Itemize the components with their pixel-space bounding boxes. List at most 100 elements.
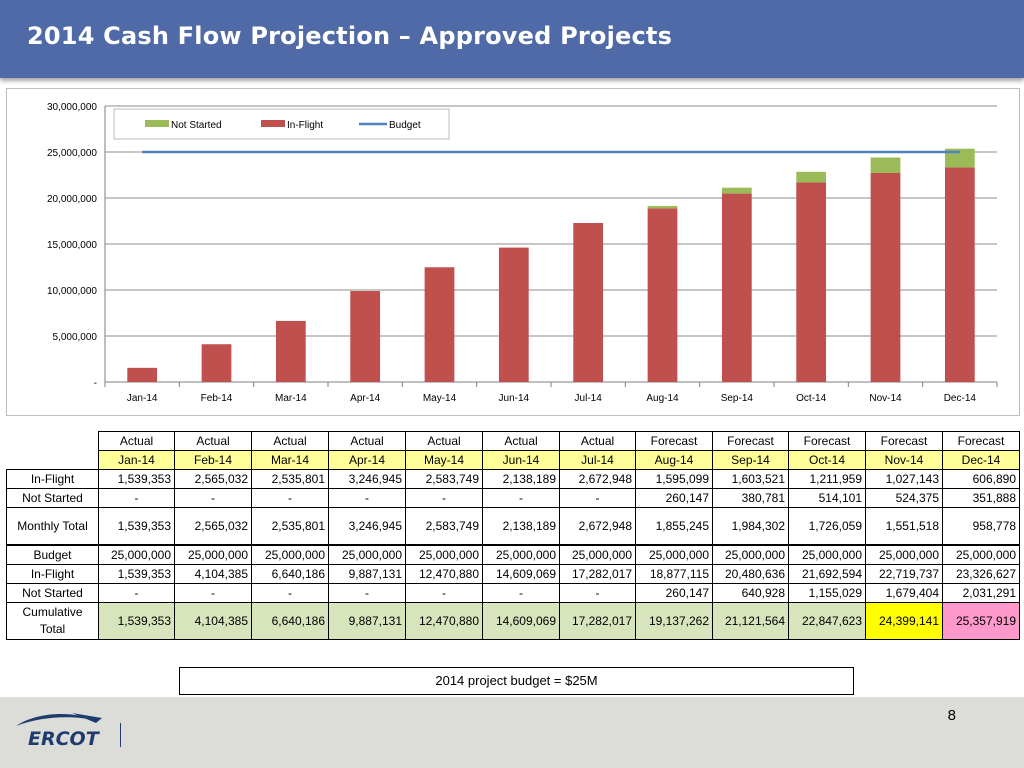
cash-flow-chart: - 5,000,000 10,000,000 15,000,000 20,000,000… xyxy=(6,88,1020,416)
bar-inflight xyxy=(127,367,158,382)
cumulative-total-row: Cumulative Total 1,539,353 4,104,385 6,640,… xyxy=(6,602,1020,640)
month-cell: Jan-14 xyxy=(98,450,175,470)
value-cell: 18,877,115 xyxy=(635,564,713,584)
value-cell: 260,147 xyxy=(635,488,713,508)
bar-inflight xyxy=(350,291,381,382)
value-cell: - xyxy=(482,583,560,603)
value-cell: 12,470,880 xyxy=(405,564,483,584)
value-cell: 4,104,385 xyxy=(174,564,252,584)
status-cell: Forecast xyxy=(712,431,789,451)
value-cell: 25,000,000 xyxy=(482,544,560,565)
row-label: Not Started xyxy=(6,583,99,603)
value-cell: 25,000,000 xyxy=(635,544,713,565)
value-cell: 1,155,029 xyxy=(788,583,866,603)
value-cell: - xyxy=(174,583,252,603)
bar-inflight xyxy=(573,223,604,382)
status-cell: Actual xyxy=(174,431,252,451)
value-cell: 2,565,032 xyxy=(174,469,252,489)
value-cell: 2,031,291 xyxy=(942,583,1020,603)
value-cell: - xyxy=(251,583,329,603)
value-cell: 1,855,245 xyxy=(635,507,713,546)
value-cell: 958,778 xyxy=(942,507,1020,546)
value-cell: 2,583,749 xyxy=(405,469,483,489)
value-cell: 2,672,948 xyxy=(559,507,636,546)
row-label: Cumulative Total xyxy=(6,602,99,640)
legend-swatch xyxy=(145,120,169,127)
row-label: In-Flight xyxy=(6,564,99,584)
bar-not-started xyxy=(721,187,752,194)
value-cell: - xyxy=(559,583,636,603)
ercot-logo: ERCOT xyxy=(16,713,102,749)
value-cell: 1,539,353 xyxy=(98,507,175,546)
value-cell: 22,719,737 xyxy=(865,564,943,584)
value-cell: 19,137,262 xyxy=(635,602,713,640)
value-cell: 2,138,189 xyxy=(482,507,560,546)
x-tick-label: Sep-14 xyxy=(721,393,754,404)
bar-not-started xyxy=(944,148,975,168)
budget-row: Budget 25,000,000 25,000,000 25,000,000 25,0… xyxy=(6,544,1020,565)
value-cell: 2,138,189 xyxy=(482,469,560,489)
bar-not-started xyxy=(647,205,678,209)
legend-label: In-Flight xyxy=(287,120,323,131)
x-tick-label: Nov-14 xyxy=(869,393,902,404)
row-label: Not Started xyxy=(6,488,99,508)
value-cell: 4,104,385 xyxy=(174,602,252,640)
month-cell: Aug-14 xyxy=(635,450,713,470)
bar-inflight xyxy=(498,247,529,382)
value-cell: - xyxy=(559,488,636,508)
table-blank-cell xyxy=(7,451,99,470)
value-cell: 2,535,801 xyxy=(251,469,329,489)
bar-not-started xyxy=(796,171,827,183)
month-cell: Oct-14 xyxy=(788,450,866,470)
value-cell: 25,000,000 xyxy=(865,544,943,565)
status-cell: Forecast xyxy=(942,431,1020,451)
status-cell: Forecast xyxy=(635,431,713,451)
x-tick-label: Jun-14 xyxy=(499,393,530,404)
value-cell: 260,147 xyxy=(635,583,713,603)
budget-note: 2014 project budget = $25M xyxy=(179,667,854,695)
y-tick-label: 25,000,000 xyxy=(47,148,97,159)
value-cell: 25,000,000 xyxy=(942,544,1020,565)
status-cell: Actual xyxy=(251,431,329,451)
value-cell: - xyxy=(251,488,329,508)
monthly-inflight-row: In-Flight 1,539,353 2,565,032 2,535,801 3,24… xyxy=(6,469,1020,489)
value-cell: - xyxy=(174,488,252,508)
month-row: Jan-14 Feb-14 Mar-14 Apr-14 May-14 Jun-14 Jul-… xyxy=(7,450,1020,470)
value-cell: 9,887,131 xyxy=(328,602,406,640)
value-cell: - xyxy=(482,488,560,508)
value-cell: 524,375 xyxy=(865,488,943,508)
value-cell: 25,000,000 xyxy=(251,544,329,565)
bar-not-started xyxy=(870,157,901,173)
value-cell: 1,539,353 xyxy=(98,469,175,489)
value-cell: 1,539,353 xyxy=(98,602,175,640)
month-cell: May-14 xyxy=(405,450,483,470)
row-label: Budget xyxy=(6,544,99,565)
slide-title: 2014 Cash Flow Projection – Approved Pro… xyxy=(27,22,673,50)
value-cell: 25,000,000 xyxy=(559,544,636,565)
month-cell: Sep-14 xyxy=(712,450,789,470)
bar-inflight xyxy=(944,167,975,382)
value-cell: 3,246,945 xyxy=(328,469,406,489)
y-tick-label: 20,000,000 xyxy=(47,194,97,205)
status-cell: Actual xyxy=(482,431,560,451)
value-cell: 1,211,959 xyxy=(788,469,866,489)
bar-inflight xyxy=(721,193,752,382)
value-cell: 1,984,302 xyxy=(712,507,789,546)
status-cell: Actual xyxy=(405,431,483,451)
value-cell: 2,565,032 xyxy=(174,507,252,546)
row-label: Monthly Total xyxy=(6,507,99,546)
cumulative-notstarted-row: Not Started - - - - - - -260,147 640,928 1,155,02… xyxy=(6,583,1020,603)
x-tick-label: Jan-14 xyxy=(127,393,158,404)
status-row: Actual Actual Actual Actual Actual Actual Actu… xyxy=(7,431,1020,451)
value-cell: 25,000,000 xyxy=(98,544,175,565)
value-cell: 514,101 xyxy=(788,488,866,508)
y-tick-label: 5,000,000 xyxy=(53,332,98,343)
table-blank-cell xyxy=(7,432,99,451)
x-tick-label: Mar-14 xyxy=(275,393,307,404)
value-cell: 1,539,353 xyxy=(98,564,175,584)
x-tick-label: Aug-14 xyxy=(646,393,679,404)
cumulative-inflight-row: In-Flight 1,539,353 4,104,385 6,640,186 9,88… xyxy=(6,564,1020,584)
bar-inflight xyxy=(870,172,901,382)
slide-footer: ERCOT 8 xyxy=(0,697,1024,768)
value-cell: 25,000,000 xyxy=(788,544,866,565)
